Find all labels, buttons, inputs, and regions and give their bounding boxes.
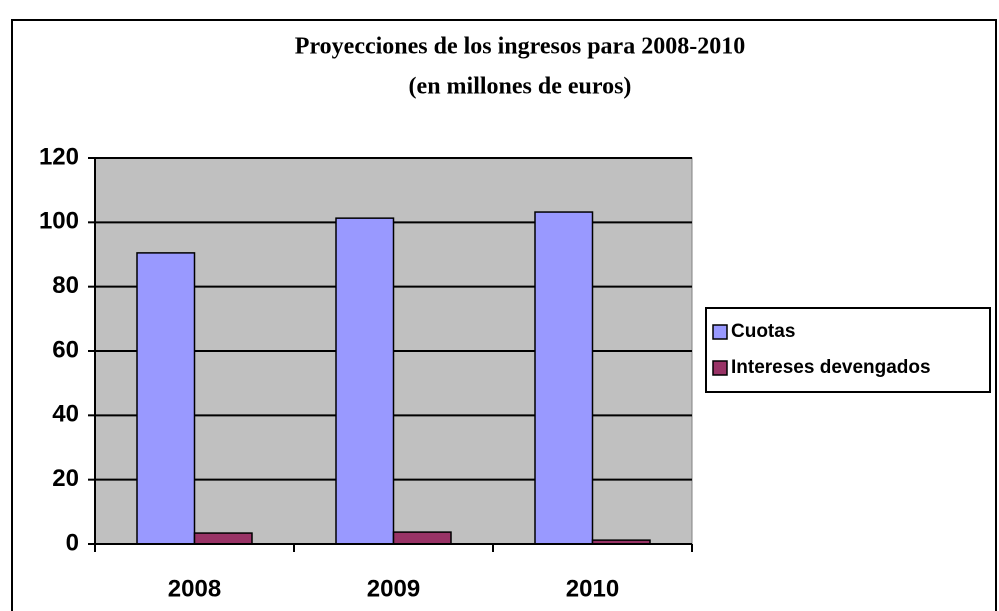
y-tick-label: 60	[52, 336, 79, 363]
y-tick-label: 40	[52, 401, 79, 428]
bar	[392, 531, 452, 545]
legend-label: Intereses devengados	[731, 357, 931, 378]
chart-title: Proyecciones de los ingresos para 2008-2…	[295, 34, 745, 60]
x-tick-label: 2009	[367, 575, 420, 602]
y-tick-label: 100	[39, 208, 79, 235]
y-tick-label: 120	[39, 143, 79, 170]
y-tick-label: 0	[66, 529, 79, 556]
legend-swatch	[712, 324, 728, 340]
x-tick-label: 2008	[168, 575, 221, 602]
bar	[136, 252, 196, 545]
bar	[534, 211, 594, 545]
legend-label: Cuotas	[731, 321, 795, 342]
y-tick-label: 80	[52, 272, 79, 299]
y-tick-label: 20	[52, 465, 79, 492]
x-tick-label: 2010	[566, 575, 619, 602]
bar	[335, 217, 395, 545]
bar	[193, 532, 253, 545]
legend-box	[705, 307, 991, 393]
chart-subtitle: (en millones de euros)	[409, 74, 632, 100]
legend-swatch	[712, 360, 728, 376]
